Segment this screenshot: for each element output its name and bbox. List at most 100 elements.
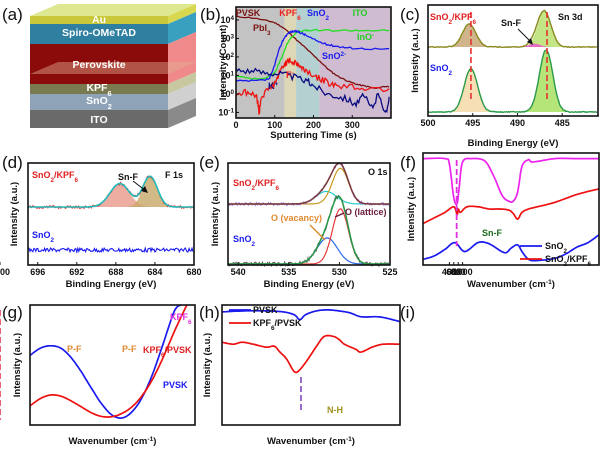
- panel-label-e: (e): [199, 153, 220, 172]
- chart-c-sn3d-xps: 500 495 490 485 Binding Energy (eV) Intensity…: [410, 4, 599, 149]
- series-fit-kpf6: [28, 175, 194, 208]
- x-tick-label: 1000: [453, 267, 473, 277]
- panel-label-g: (g): [2, 303, 23, 322]
- x-tick-label: 495: [465, 118, 480, 128]
- label-o1s: O 1s: [368, 167, 388, 177]
- x-tick-label: 692: [69, 267, 84, 277]
- x-tick-label: 0: [233, 120, 238, 130]
- x-axis-label: Sputtering Time (s): [270, 130, 356, 141]
- x-axis-label: Binding Energy (eV): [66, 279, 157, 290]
- x-tick-label: 1200: [0, 267, 10, 277]
- label-f1s: F 1s: [165, 170, 183, 180]
- label-o-lattice: O (lattice): [345, 207, 387, 217]
- x-tick-label: 540: [231, 267, 246, 277]
- x-axis-label: Wavenumber (cm-1): [267, 436, 355, 448]
- panel-label-i: (i): [400, 303, 415, 322]
- x-tick-label: 525: [382, 267, 397, 277]
- x-tick-label: 688: [108, 267, 123, 277]
- y-axis-label: Intensity (a.u.): [202, 333, 213, 397]
- label-pf-2: P-F: [122, 344, 137, 354]
- label-sno2-kpf6: SnO2/KPF6: [430, 12, 477, 26]
- x-axis-label: Binding Energy (eV): [468, 138, 559, 149]
- x-tick-label: 490: [510, 118, 525, 128]
- stack-label-perovskite: Perovskite: [72, 59, 125, 71]
- region-label-sno2: SnO2: [307, 8, 330, 22]
- arrow-head: [527, 38, 533, 45]
- series-envelope: [228, 162, 389, 205]
- stack-perovskite-overlay: [30, 62, 196, 74]
- label-ino: InO-: [357, 32, 374, 43]
- stack-layer-ito: [30, 110, 168, 128]
- stack-label-au: Au: [92, 14, 106, 26]
- x-tick-label: 696: [30, 267, 45, 277]
- stack-label-ito: ITO: [90, 114, 107, 126]
- stack-side-spiro-ometad: [168, 12, 196, 44]
- chart-b-sims-depth-profile: 10-1 100 101 102 103 104 0 100 200 300Sputtering …: [218, 6, 392, 141]
- series-envelope: [228, 195, 389, 265]
- region-ito: [319, 7, 391, 118]
- x-tick-label: 300: [345, 120, 360, 130]
- region-pvsk: [236, 7, 285, 118]
- x-tick-label: 100: [267, 120, 282, 130]
- peak-fill: [428, 68, 598, 112]
- x-tick-label: 200: [306, 120, 321, 130]
- label-sno2-kpf6: SnO2/KPF6: [32, 170, 79, 184]
- plot-frame: [29, 304, 196, 426]
- series-kpf6pvsk: [221, 334, 400, 374]
- plot-frame: [27, 162, 195, 266]
- plot-frame: [427, 4, 599, 117]
- stack-top-face: [30, 4, 196, 16]
- peak-fill: [428, 50, 598, 112]
- panel-label-d: (d): [2, 153, 23, 172]
- legend-label-sno2-kpf6: SnO2/KPF6: [545, 254, 592, 268]
- panel-label-b: (b): [200, 5, 221, 24]
- region-sno2: [296, 7, 320, 118]
- series-kpf6pvsk: [422, 187, 600, 225]
- chart-e-o1s-xps: 540 535 530 525 Binding Energy (eV) Intensity…: [210, 162, 398, 290]
- stack-side-ito: [168, 98, 196, 128]
- series-sno2: [27, 246, 194, 255]
- y-tick-label: 101: [220, 70, 234, 81]
- y-axis-label: Intensity (a.u.): [9, 182, 20, 246]
- stack-side-sno2: [168, 82, 196, 110]
- x-tick-label: 535: [281, 267, 296, 277]
- y-axis-label: Intensity (a.u.): [210, 182, 221, 246]
- series-sno2: [235, 29, 390, 82]
- plot-frame: [221, 304, 401, 426]
- stack-side-perovskite: [168, 32, 196, 84]
- region-kpf6: [284, 7, 297, 118]
- stack-layer-kpf6: [30, 84, 168, 94]
- series-envelope: [427, 9, 598, 49]
- x-tick-label: 600: [446, 267, 461, 277]
- region-label-ito: ITO: [353, 8, 368, 18]
- stack-layer-sno2: [30, 94, 168, 110]
- x-axis-label: Wavenumber (cm-1): [467, 279, 555, 291]
- label-f: F-: [286, 70, 294, 81]
- label-snf: Sn-F: [482, 228, 502, 238]
- x-tick-label: 530: [332, 267, 347, 277]
- series-k: [235, 67, 390, 114]
- stack-label-sno2: SnO2: [86, 95, 112, 111]
- legend-label-kpf6-pvsk: KPF6/PVSK: [253, 318, 302, 332]
- label-snf: Sn-F: [118, 172, 138, 182]
- label-pvsk: PVSK: [163, 380, 188, 390]
- y-tick-label: 103: [220, 33, 234, 44]
- legend-label-sno2: SnO2: [545, 241, 568, 255]
- y-axis-label: Intensity (a.u.): [406, 177, 417, 241]
- y-tick-label: 100: [220, 88, 234, 99]
- label-nh: N-H: [327, 405, 343, 415]
- label-pf-1: P-F: [67, 344, 82, 354]
- label-sno2: SnO2: [233, 234, 256, 248]
- label-snf: Sn-F: [501, 18, 521, 28]
- arrow-lattice: [334, 212, 345, 218]
- panel-label-c: (c): [400, 5, 420, 24]
- x-tick-label: 400: [442, 267, 457, 277]
- chart-h-ftir-nh: 1400145015001550Wavenumber (cm-1)Intensi…: [202, 304, 401, 448]
- x-tick-label: 684: [147, 267, 162, 277]
- stack-layer-au: [30, 16, 168, 24]
- label-kpf6-pvsk: KPF6/PVSK: [143, 345, 192, 359]
- chart-d-f1s-xps: 696 692 688 684 680 Binding Energy (eV) Intens…: [9, 162, 202, 290]
- y-tick-label: 10-1: [218, 107, 234, 118]
